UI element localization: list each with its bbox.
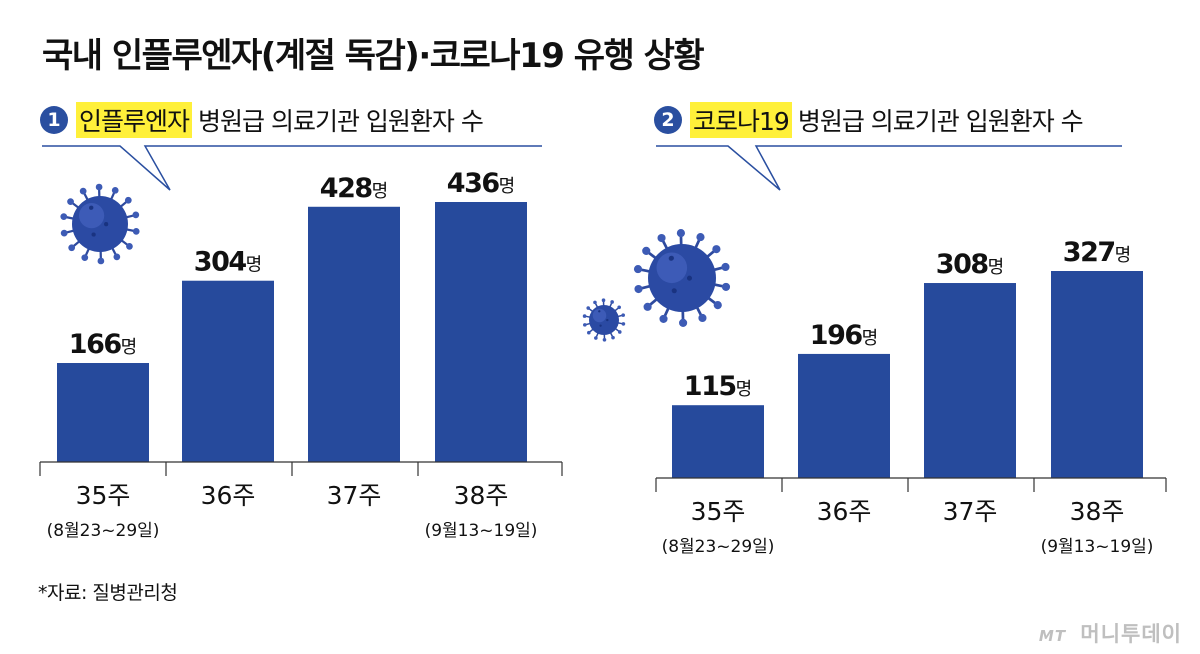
panel-number-badge: 1 (40, 106, 68, 134)
bar-value-label: 428명 (320, 173, 388, 204)
source-note: *자료: 질병관리청 (38, 582, 178, 604)
bar-value: 166 (69, 329, 122, 360)
page-title: 국내 인플루엔자(계절 독감)·코로나19 유행 상황 (42, 36, 705, 76)
bar-value: 327 (1063, 237, 1115, 268)
x-tick-label: 36주 (201, 481, 256, 510)
x-tick-label: 37주 (327, 481, 382, 510)
x-tick-label: 38주 (1070, 497, 1125, 526)
x-tick-note: (9월13~19일) (1041, 537, 1154, 557)
covid-heading: 2 코로나19 병원급 의료기관 입원환자 수 (654, 102, 1084, 138)
x-tick-label: 35주 (76, 481, 131, 510)
bar-value-label: 327명 (1063, 237, 1131, 268)
bar-value-unit: 명 (372, 181, 389, 202)
bar (308, 206, 400, 462)
heading-highlight: 코로나19 (690, 102, 792, 138)
bar-value: 428 (320, 173, 373, 204)
bar-value-label: 166명 (69, 329, 137, 360)
watermark-brand: 머니투데이 (1080, 622, 1182, 646)
x-tick-note: (8월23~29일) (662, 537, 775, 557)
callout-pointer (42, 145, 542, 191)
bar-value: 196 (810, 320, 863, 351)
bar-value-unit: 명 (246, 255, 263, 276)
bar-value: 304 (194, 247, 247, 278)
bar-value-unit: 명 (1115, 245, 1132, 266)
bar-value-unit: 명 (988, 257, 1005, 278)
bar-value-unit: 명 (499, 176, 516, 197)
bar-value-label: 304명 (194, 247, 262, 278)
x-tick-note: (9월13~19일) (425, 521, 538, 541)
bar-value: 115 (684, 371, 736, 402)
bar (182, 280, 274, 462)
watermark: MT 머니투데이 (1039, 618, 1182, 648)
bar-value-label: 308명 (936, 249, 1004, 280)
bar (57, 363, 149, 462)
watermark-mt: MT (1038, 627, 1067, 645)
virus-icon (582, 298, 626, 342)
bar (1051, 271, 1143, 478)
callout-pointer (656, 145, 1122, 191)
bar (435, 202, 527, 462)
covid-panel: 2 코로나19 병원급 의료기관 입원환자 수 115명 35주 (8월23~29일… (582, 0, 1200, 654)
bar-value: 436 (447, 168, 500, 199)
influenza-panel: 1 인플루엔자 병원급 의료기관 입원환자 수 166명 35주 (8월23~29일… (39, 102, 563, 541)
bar-value-label: 196명 (810, 320, 878, 351)
bar-value: 308 (936, 249, 989, 280)
x-tick-label: 36주 (817, 497, 872, 526)
bar-value-label: 115명 (684, 371, 752, 402)
bar (924, 283, 1016, 478)
bar (798, 353, 890, 478)
x-tick-note: (8월23~29일) (47, 521, 160, 541)
covid-bar-chart: 115명35주(8월23~29일)196명36주308명37주327명38주(9… (655, 237, 1167, 557)
heading-highlight: 인플루엔자 (76, 102, 193, 138)
bar-value-unit: 명 (121, 337, 138, 358)
x-tick-label: 35주 (691, 497, 746, 526)
bar-value-unit: 명 (736, 379, 753, 400)
influenza-heading: 1 인플루엔자 병원급 의료기관 입원환자 수 (40, 102, 484, 138)
panel-number-badge: 2 (654, 106, 682, 134)
heading-text: 병원급 의료기관 입원환자 수 (797, 107, 1084, 136)
x-tick-label: 37주 (943, 497, 998, 526)
bar-value-unit: 명 (862, 328, 879, 349)
bar (672, 405, 764, 478)
influenza-bar-chart: 166명35주(8월23~29일)304명36주428명37주436명38주(9… (39, 168, 563, 541)
virus-icon (633, 229, 731, 327)
virus-icon (60, 183, 140, 265)
heading-text: 병원급 의료기관 입원환자 수 (198, 107, 484, 136)
bar-value-label: 436명 (447, 168, 515, 199)
x-tick-label: 38주 (454, 481, 509, 510)
